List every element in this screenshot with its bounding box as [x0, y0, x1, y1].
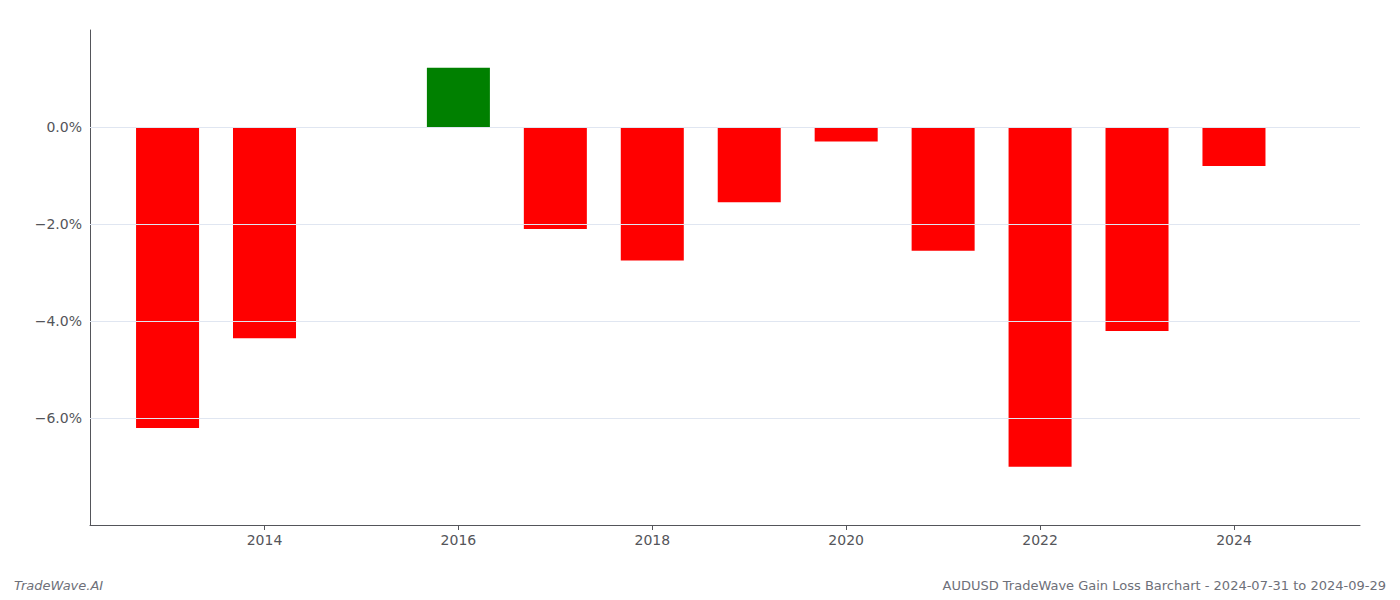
- svg-text:2016: 2016: [441, 532, 477, 548]
- svg-text:0.0%: 0.0%: [46, 119, 82, 135]
- svg-text:−2.0%: −2.0%: [35, 216, 82, 232]
- svg-text:TradeWave.AI: TradeWave.AI: [14, 578, 103, 593]
- svg-text:2022: 2022: [1022, 532, 1058, 548]
- svg-text:−6.0%: −6.0%: [35, 410, 82, 426]
- svg-text:2018: 2018: [634, 532, 670, 548]
- svg-text:−4.0%: −4.0%: [35, 313, 82, 329]
- svg-text:AUDUSD TradeWave Gain Loss Bar: AUDUSD TradeWave Gain Loss Barchart - 20…: [942, 578, 1386, 593]
- svg-text:2014: 2014: [247, 532, 283, 548]
- svg-text:2020: 2020: [828, 532, 864, 548]
- svg-text:2024: 2024: [1216, 532, 1252, 548]
